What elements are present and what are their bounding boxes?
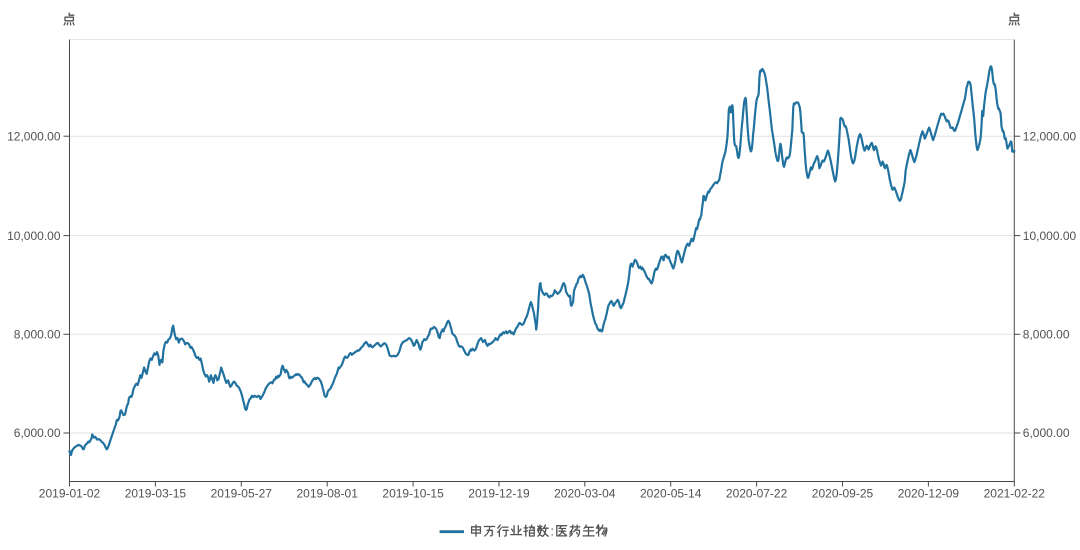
svg-text:2020-05-14: 2020-05-14: [640, 487, 702, 501]
svg-text:2019-10-15: 2019-10-15: [382, 487, 444, 501]
svg-text:10,000.00: 10,000.00: [7, 229, 61, 243]
svg-text:2020-07-22: 2020-07-22: [726, 487, 788, 501]
svg-text:2019-03-15: 2019-03-15: [125, 487, 187, 501]
svg-text:2021-02-22: 2021-02-22: [984, 487, 1046, 501]
svg-text:8,000.00: 8,000.00: [1023, 328, 1070, 342]
svg-text:2019-08-01: 2019-08-01: [297, 487, 359, 501]
svg-text::: :: [550, 523, 554, 538]
svg-text:6,000.00: 6,000.00: [1023, 426, 1070, 440]
svg-text:2019-12-19: 2019-12-19: [468, 487, 530, 501]
svg-text:2019-05-27: 2019-05-27: [211, 487, 273, 501]
svg-text:2020-09-25: 2020-09-25: [812, 487, 874, 501]
svg-text:2020-12-09: 2020-12-09: [898, 487, 960, 501]
svg-text:10,000.00: 10,000.00: [1023, 229, 1077, 243]
svg-text:12,000.00: 12,000.00: [7, 129, 61, 143]
svg-text:2020-03-04: 2020-03-04: [554, 487, 616, 501]
svg-text:2019-01-02: 2019-01-02: [39, 487, 101, 501]
svg-text:6,000.00: 6,000.00: [14, 426, 61, 440]
svg-text:8,000.00: 8,000.00: [14, 328, 61, 342]
svg-text:12,000.00: 12,000.00: [1023, 129, 1077, 143]
